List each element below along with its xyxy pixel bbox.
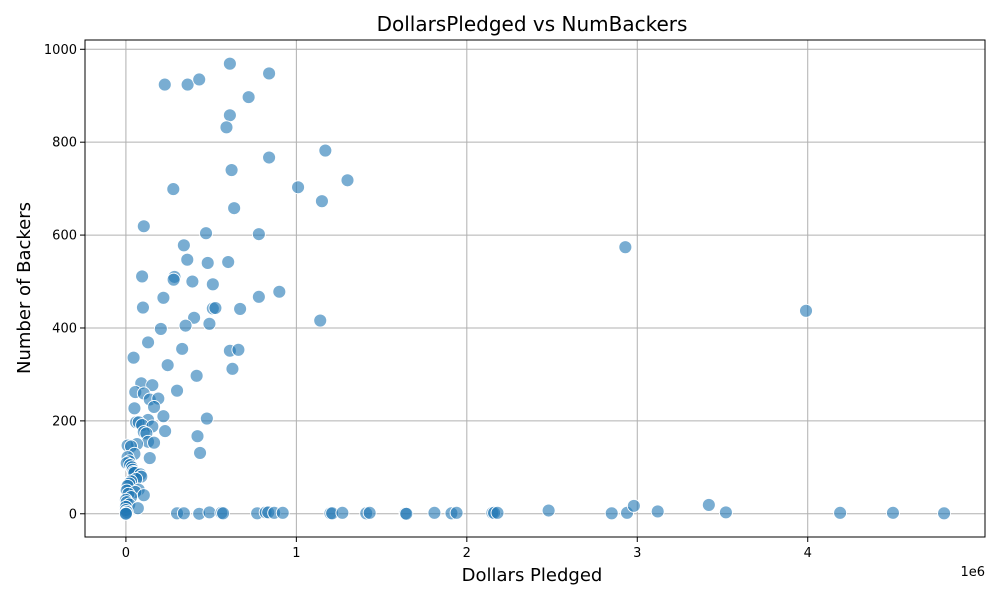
scatter-point [180, 252, 195, 267]
scatter-point [126, 350, 141, 365]
scatter-point [156, 409, 171, 424]
scatter-point [272, 284, 287, 299]
scatter-point [136, 488, 151, 503]
y-tick-label: 0 [69, 507, 77, 522]
scatter-point [189, 368, 204, 383]
scatter-point [626, 498, 641, 513]
scatter-point [335, 505, 350, 520]
scatter-point [202, 505, 217, 520]
scatter-point [178, 318, 193, 333]
scatter-point [313, 313, 328, 328]
scatter-point [157, 77, 172, 92]
scatter-point [227, 201, 242, 216]
scatter-point [886, 505, 900, 520]
plot-frame [84, 39, 986, 538]
scatter-point [650, 504, 665, 519]
scatter-point [166, 272, 181, 287]
scatter-point [604, 506, 619, 521]
scatter-point [490, 505, 505, 520]
scatter-point [618, 240, 633, 255]
scatter-point [222, 108, 237, 123]
scatter-point [541, 503, 556, 518]
scatter-point [262, 66, 277, 81]
scatter-point [136, 300, 150, 315]
y-tick-label: 400 [52, 321, 77, 336]
scatter-point [221, 255, 236, 269]
scatter-point [251, 227, 266, 242]
scatter-point [136, 219, 151, 234]
y-tick-label: 800 [52, 136, 77, 151]
scatter-point [147, 399, 161, 414]
scatter-point [193, 445, 208, 460]
scatter-point [314, 194, 329, 209]
scatter-point [156, 290, 171, 305]
scatter-point [701, 498, 716, 512]
scatter-point [118, 506, 133, 521]
y-axis-label: Number of Backers [14, 202, 35, 374]
scatter-point [340, 173, 355, 188]
scatter-point [141, 335, 156, 350]
scatter-point [187, 310, 202, 325]
scatter-point [170, 383, 184, 398]
scatter-point [208, 301, 223, 315]
scatter-point [158, 424, 173, 439]
scatter-point [291, 180, 306, 195]
y-tick-label: 1000 [44, 43, 77, 58]
scatter-point [127, 401, 142, 416]
scatter-point [224, 163, 239, 178]
grid [85, 40, 985, 537]
scatter-point [175, 341, 190, 356]
scatter-point [199, 411, 214, 426]
scatter-point [318, 143, 333, 158]
scatter-point [225, 361, 240, 376]
scatter-point [427, 505, 442, 520]
x-tick-label: 4 [804, 546, 812, 561]
scatter-point [153, 321, 168, 336]
scatter-point [185, 274, 200, 289]
scatter-point [449, 505, 464, 520]
scatter-point [190, 429, 205, 444]
x-tick-label: 1 [292, 546, 300, 561]
scatter-point [200, 256, 215, 270]
scatter-point [176, 506, 191, 521]
chart-title: DollarsPledged vs NumBackers [377, 12, 688, 36]
scatter-point [231, 342, 246, 357]
scatter-point [142, 451, 157, 465]
y-tick-label: 600 [52, 229, 77, 244]
scatter-point [176, 238, 191, 253]
scatter-point [275, 505, 290, 520]
scatter-point [145, 378, 160, 393]
scatter-point [399, 506, 414, 521]
x-axis-label: Dollars Pledged [462, 565, 603, 586]
scatter-point [166, 182, 181, 197]
scatter-point [205, 277, 220, 292]
scatter-point [180, 77, 195, 92]
x-axis-offset-text: 1e6 [960, 565, 985, 580]
scatter-point [202, 316, 217, 331]
scatter-point [833, 505, 848, 520]
axes: 0 1 2 3 4 0 200 400 600 800 1000 [44, 39, 986, 561]
scatter-point [219, 120, 234, 135]
scatter-points [118, 56, 952, 521]
scatter-point [199, 226, 213, 241]
scatter-point [937, 506, 952, 521]
scatter-point [251, 289, 266, 304]
x-tick-label: 0 [122, 546, 130, 561]
scatter-point [222, 56, 237, 71]
scatter-point [241, 90, 256, 105]
scatter-point [160, 358, 175, 373]
scatter-point [262, 150, 277, 165]
scatter-point [135, 269, 150, 284]
scatter-point [216, 506, 231, 521]
scatter-point [233, 301, 248, 316]
scatter-point [362, 505, 377, 520]
scatter-point [718, 505, 733, 520]
x-tick-label: 3 [633, 546, 641, 561]
y-tick-label: 200 [52, 414, 77, 429]
x-tick-label: 2 [463, 546, 471, 561]
scatter-point [799, 303, 813, 318]
scatter-point [192, 72, 207, 87]
scatter-point [147, 435, 161, 450]
